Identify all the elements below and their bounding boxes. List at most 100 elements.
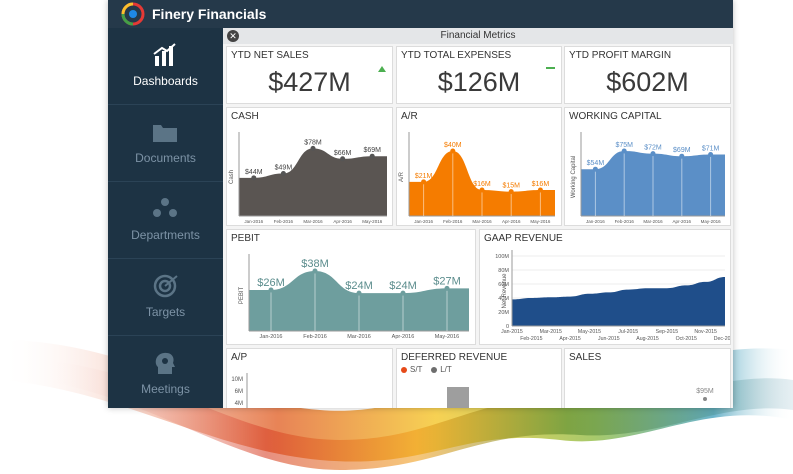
- panel-gaap-revenue: GAAP REVENUE 0 20M 40M 60M 80M 100M Jan-2015 Fe…: [479, 229, 731, 345]
- sidebar-item-documents[interactable]: Documents: [108, 105, 223, 182]
- x-tick-label: Mar-2016: [347, 334, 371, 340]
- data-label: $15M: [502, 183, 520, 190]
- deferred-bar: [447, 387, 469, 408]
- kpi-card-total-expenses: YTD TOTAL EXPENSES $126M: [396, 46, 562, 104]
- data-label: $24M: [389, 280, 417, 292]
- app-title: Finery Financials: [152, 6, 267, 22]
- x-tick-label: Jan-2016: [260, 334, 283, 340]
- x-tick-label: Jan-2015: [501, 329, 523, 335]
- area-series: [239, 148, 387, 216]
- kpi-value: $126M: [437, 67, 521, 97]
- folder-icon: [153, 125, 177, 142]
- data-point: [708, 151, 714, 157]
- legend-swatch: [431, 366, 438, 373]
- legend-swatch: [401, 366, 407, 373]
- y-tick-label: 40M: [498, 296, 509, 302]
- y-axis-label: A/R: [399, 171, 405, 182]
- panel-ap: A/P 10M 6M 4M: [226, 348, 393, 408]
- y-tick-label: 10M: [231, 377, 243, 383]
- data-point: [537, 187, 543, 193]
- people-icon: [153, 198, 177, 217]
- x-tick-label: Mar-2016: [303, 219, 323, 224]
- y-axis-label: Working Capital: [571, 156, 577, 198]
- area-series: [512, 277, 725, 326]
- panel-ar: A/R $21M $40M $16M $15M $16M Jan-2016 Feb-2016…: [396, 107, 562, 226]
- data-label: $78M: [304, 139, 322, 146]
- panel-title: WORKING CAPITAL: [569, 111, 662, 122]
- panel-cash: CASH $44M $49M $78M $66M $69M Jan-2016 Feb-201…: [226, 107, 393, 226]
- x-tick-label: Feb-2015: [520, 336, 542, 342]
- data-point: [450, 148, 456, 154]
- y-tick-label: 0: [506, 324, 509, 330]
- x-tick-label: Jun-2015: [598, 336, 620, 342]
- data-label: $66M: [334, 150, 352, 157]
- data-label: $95M: [696, 388, 714, 395]
- data-point: [650, 151, 656, 157]
- page-title: Financial Metrics: [440, 30, 516, 41]
- data-label: $16M: [532, 181, 550, 188]
- x-tick-label: Feb-2016: [303, 334, 327, 340]
- kpi-card-net-sales: YTD NET SALES $427M: [226, 46, 393, 104]
- target-icon: [153, 274, 178, 298]
- x-tick-label: Oct-2015: [676, 336, 697, 342]
- x-tick-label: Apr-2016: [673, 219, 692, 224]
- data-label: $72M: [644, 145, 662, 152]
- panel-title: A/R: [401, 111, 418, 122]
- data-point: [369, 153, 375, 159]
- x-tick-label: Mar-2016: [643, 219, 663, 224]
- sidebar: Dashboards Documents Departments Targets: [108, 28, 223, 408]
- sidebar-item-dashboards[interactable]: Dashboards: [108, 28, 223, 105]
- y-axis-label: PEBIT: [239, 286, 245, 304]
- panel-title: GAAP REVENUE: [484, 233, 563, 244]
- y-tick-label: 4M: [235, 401, 243, 407]
- data-point: [310, 145, 316, 151]
- panel-title: DEFERRED REVENUE: [401, 352, 508, 363]
- sidebar-item-label: Documents: [135, 151, 196, 165]
- panel-title: CASH: [231, 111, 259, 122]
- data-point: [421, 179, 427, 185]
- kpi-card-profit-margin: YTD PROFIT MARGIN $602M: [564, 46, 731, 104]
- panel-title: PEBIT: [231, 233, 260, 244]
- data-label: $49M: [275, 165, 293, 172]
- close-icon[interactable]: ✕: [227, 30, 239, 42]
- sidebar-item-targets[interactable]: Targets: [108, 259, 223, 336]
- data-point: [400, 290, 406, 296]
- working-capital-chart: $54M $75M $72M $69M $71M Jan-2016 Feb-2016 Mar-…: [571, 132, 725, 224]
- data-point: [703, 397, 707, 401]
- x-tick-label: Apr-2016: [502, 219, 521, 224]
- data-label: $38M: [301, 258, 329, 270]
- sidebar-item-label: Targets: [145, 305, 186, 319]
- ap-chart: 10M 6M 4M: [231, 373, 248, 408]
- data-point: [679, 153, 685, 159]
- x-tick-label: Feb-2016: [615, 219, 635, 224]
- x-tick-label: May-2015: [578, 329, 601, 335]
- y-axis-label: Net Revenue: [502, 273, 508, 309]
- x-tick-label: Feb-2016: [274, 219, 294, 224]
- x-tick-label: Jan-2016: [244, 219, 263, 224]
- sidebar-item-meetings[interactable]: Meetings: [108, 336, 223, 408]
- panel-working-capital: WORKING CAPITAL $54M $75M $72M $69M $71M Jan-…: [564, 107, 731, 226]
- x-tick-label: Jan-2016: [414, 219, 433, 224]
- legend-label: S/T: [410, 365, 423, 374]
- data-label: $54M: [587, 160, 605, 167]
- trend-flat-icon: [546, 67, 555, 69]
- panel-pebit: PEBIT $26M $38M $24M $24M $27M Jan-2016 Feb-20…: [226, 229, 476, 345]
- app-window: Finery Financials Dashboards Documents: [108, 0, 733, 408]
- data-point: [479, 187, 485, 193]
- sidebar-item-label: Meetings: [141, 382, 190, 396]
- x-tick-label: Sep-2015: [656, 329, 679, 335]
- kpi-title: YTD TOTAL EXPENSES: [401, 50, 512, 61]
- bar-chart-icon: [153, 43, 176, 66]
- logo-swirl-icon: [121, 2, 145, 26]
- x-tick-label: Apr-2016: [333, 219, 352, 224]
- y-tick-label: 80M: [498, 268, 509, 274]
- kpi-title: YTD NET SALES: [231, 50, 309, 61]
- data-label: $69M: [363, 147, 381, 154]
- x-tick-label: Apr-2015: [559, 336, 580, 342]
- data-label: $21M: [415, 173, 433, 180]
- y-axis-label: Cash: [229, 170, 235, 184]
- legend: S/T L/T: [401, 365, 452, 374]
- x-tick-label: Apr-2016: [392, 334, 415, 340]
- data-label: $26M: [257, 277, 285, 289]
- sidebar-item-departments[interactable]: Departments: [108, 182, 223, 259]
